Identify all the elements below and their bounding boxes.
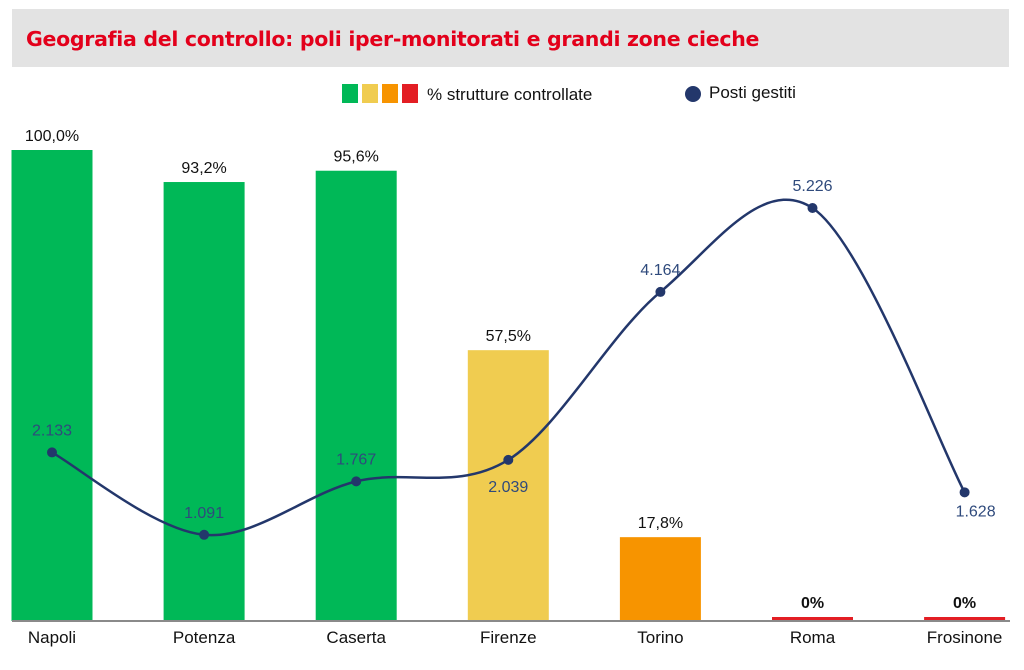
legend-swatch bbox=[342, 84, 358, 103]
chart-title: Geografia del controllo: poli iper-monit… bbox=[26, 27, 760, 51]
line-value-label: 1.628 bbox=[956, 503, 996, 520]
line-value-label: 2.133 bbox=[32, 422, 72, 439]
category-labels: Napoli Potenza Caserta Firenze Torino Roma Fro… bbox=[28, 628, 1003, 647]
line-value-label: 2.039 bbox=[488, 479, 528, 496]
legend-line-marker bbox=[685, 86, 701, 102]
line-value-labels: 2.133 1.091 1.767 2.039 4.164 5.226 1.628 bbox=[32, 178, 996, 522]
line-point bbox=[807, 203, 818, 213]
bar-roma bbox=[772, 617, 853, 621]
legend: % strutture controllate Posti gestiti bbox=[342, 83, 796, 104]
legend-swatch bbox=[402, 84, 418, 103]
bar-value-label: 100,0% bbox=[25, 128, 79, 145]
category-label: Caserta bbox=[326, 628, 386, 647]
bar-caserta bbox=[315, 170, 397, 621]
bar-frosinone bbox=[924, 617, 1006, 621]
category-label: Potenza bbox=[173, 628, 236, 647]
category-label: Firenze bbox=[480, 628, 537, 647]
line-point bbox=[503, 454, 514, 465]
line-value-label: 5.226 bbox=[792, 178, 832, 195]
bar-napoli bbox=[11, 150, 93, 621]
title-bar bbox=[12, 9, 1009, 67]
line-points bbox=[47, 203, 970, 540]
legend-swatch bbox=[382, 84, 398, 103]
bars bbox=[11, 150, 1006, 621]
category-label: Napoli bbox=[28, 628, 76, 647]
line-point bbox=[959, 487, 970, 498]
bar-potenza bbox=[163, 182, 245, 621]
line-point bbox=[47, 447, 57, 458]
legend-line-label: Posti gestiti bbox=[709, 83, 796, 102]
legend-bar-swatches bbox=[342, 84, 418, 103]
bar-value-label: 17,8% bbox=[638, 515, 683, 532]
line-point bbox=[655, 286, 666, 297]
bar-value-labels: 100,0% 93,2% 95,6% 57,5% 17,8% 0% 0% bbox=[25, 128, 976, 612]
line-value-label: 4.164 bbox=[640, 262, 680, 279]
category-label: Frosinone bbox=[927, 628, 1003, 647]
bar-value-label: 0% bbox=[801, 595, 824, 612]
line-point bbox=[199, 529, 210, 540]
legend-bars-label: % strutture controllate bbox=[427, 85, 592, 104]
bar-torino bbox=[619, 537, 701, 621]
line-point bbox=[351, 476, 362, 487]
bar-value-label: 93,2% bbox=[181, 160, 226, 177]
legend-swatch bbox=[362, 84, 378, 103]
line-value-label: 1.091 bbox=[184, 505, 224, 522]
category-label: Torino bbox=[637, 628, 683, 647]
line-value-label: 1.767 bbox=[336, 451, 376, 468]
bar-firenze bbox=[467, 350, 549, 621]
bar-value-label: 95,6% bbox=[334, 149, 379, 166]
category-label: Roma bbox=[790, 628, 836, 647]
bar-value-label: 0% bbox=[953, 595, 976, 612]
bar-value-label: 57,5% bbox=[486, 328, 531, 345]
